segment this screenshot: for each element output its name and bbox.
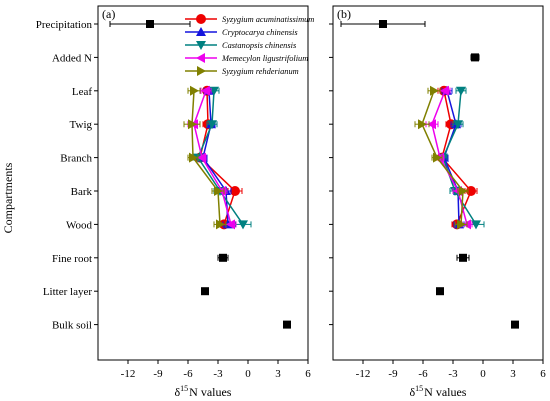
panel-b-series-syzygium-rehderianum-point-twig	[418, 119, 427, 130]
panel-a-series-syzygium-rehderianum-point-branch	[189, 152, 198, 163]
legend-item-cryptocarya-chinensis-label: Cryptocarya chinensis	[222, 28, 298, 37]
legend-item-cryptocarya-chinensis-marker	[196, 27, 206, 36]
panel-b-reference-fine-root-point	[459, 253, 467, 262]
y-axis-title: Compartments	[1, 162, 15, 233]
y-tick-label-bulk-soil: Bulk soil	[52, 320, 92, 332]
panel-a-series-syzygium-rehderianum-point-wood	[216, 219, 225, 230]
y-tick-label-added-n: Added N	[52, 52, 92, 64]
panel-b-x-tick-label: -12	[356, 368, 371, 380]
panel-a-x-tick-label: -9	[153, 368, 163, 380]
x-axis-title-b: δ15N values	[410, 384, 467, 399]
legend-item-memecylon-ligustrifolium-marker	[196, 53, 205, 63]
panel-a-reference-precipitation-point	[146, 20, 154, 28]
plot-layer: (a) -12 -9 -6 -3 0 3 6 Precipitation Added N Leaf T…	[36, 5, 546, 380]
panel-a-x-tick-label: -3	[213, 368, 223, 380]
y-tick-label-precipitation: Precipitation	[36, 19, 93, 31]
panel-b-series-syzygium-rehderianum-point-branch	[433, 152, 442, 163]
panel-a-series-memecylon-ligustrifolium-point-wood	[226, 219, 235, 230]
panel-b-label: (b)	[337, 7, 351, 21]
panel-b-x-tick-label: -6	[418, 368, 428, 380]
y-tick-label-leaf: Leaf	[72, 86, 92, 98]
y-tick-label-twig: Twig	[70, 119, 93, 131]
panel-a-label: (a)	[102, 7, 115, 21]
panel-b-reference-bulk-soil-point	[511, 320, 519, 329]
panel-a-series-syzygium-rehderianum-point-twig	[188, 119, 197, 130]
panel-a-reference-litter-layer-point	[201, 287, 209, 296]
panel-b-x-tick-label: 3	[510, 368, 516, 380]
panel-b-x-tick-label: -3	[448, 368, 458, 380]
y-tick-label-branch: Branch	[60, 153, 92, 165]
panel-b-reference-precipitation-point	[379, 20, 387, 28]
panel-a-reference-fine-root-point	[219, 253, 227, 262]
panel-a-x-tick-label: 3	[275, 368, 281, 380]
y-tick-label-bark: Bark	[71, 186, 93, 198]
x-axis-title-a: δ15N values	[175, 384, 232, 399]
panel-a-series-syzygium-acuminatissimum-point-bark	[230, 186, 240, 196]
legend-item-syzygium-acuminatissimum-label: Syzygium acuminatissimum	[222, 15, 314, 24]
panel-b-series-castanopsis-chinensis-point-leaf	[456, 86, 466, 96]
panel-b-series-memecylon-ligustrifolium-point-leaf	[440, 85, 449, 96]
panel-a-x-tick-label: -6	[183, 368, 193, 380]
panel-a-x-tick-label: 6	[305, 368, 311, 380]
panel-a-series-memecylon-ligustrifolium-point-leaf	[201, 85, 210, 96]
legend-item-syzygium-acuminatissimum-marker	[196, 14, 206, 24]
panel-b-x-tick-label: -9	[388, 368, 398, 380]
panel-b-series-castanopsis-chinensis-point-wood	[471, 220, 481, 230]
panel-b-reference-litter-layer-point	[436, 287, 444, 296]
legend-item-memecylon-ligustrifolium-label: Memecylon ligustrifolium	[221, 54, 308, 63]
legend-item-castanopsis-chinensis-marker	[196, 41, 206, 50]
panel-a-reference-bulk-soil-point	[283, 320, 291, 329]
panel-a-series-syzygium-rehderianum-point-bark	[214, 186, 223, 196]
legend-item-syzygium-rehderianum-marker	[197, 66, 206, 76]
y-tick-label-litter-layer: Litter layer	[43, 286, 93, 298]
panel-b-x-tick-label: 6	[540, 368, 546, 380]
panel-b-series-memecylon-ligustrifolium-point-twig	[427, 119, 436, 130]
panel-a-series-castanopsis-chinensis-point-wood	[238, 220, 248, 230]
panel-b-x-tick-label: 0	[480, 368, 486, 380]
panel-a-series-memecylon-ligustrifolium-point-branch	[197, 152, 206, 163]
panel-a-x-tick-label: 0	[245, 368, 251, 380]
panel-a-frame	[97, 5, 309, 361]
y-tick-label-fine-root: Fine root	[52, 253, 92, 265]
panel-b-reference-added-n-point	[471, 53, 479, 62]
panel-b-series-syzygium-rehderianum-point-bark	[459, 186, 468, 196]
legend-item-syzygium-rehderianum-label: Syzygium rehderianum	[222, 67, 299, 76]
y-tick-label-wood: Wood	[66, 219, 93, 231]
panel-a-series-syzygium-rehderianum-point-leaf	[190, 85, 199, 96]
panel-a-series-castanopsis-chinensis-point-twig	[207, 120, 217, 130]
panel-a-x-tick-label: -12	[121, 368, 136, 380]
panel-b-frame	[332, 5, 544, 361]
panel-b-series-castanopsis-chinensis-point-twig	[453, 120, 463, 130]
legend-item-castanopsis-chinensis-label: Castanopsis chinensis	[222, 41, 296, 50]
panel-b-series-syzygium-rehderianum-point-leaf	[430, 85, 439, 96]
panel-b-series-syzygium-rehderianum-point-wood	[457, 219, 466, 230]
